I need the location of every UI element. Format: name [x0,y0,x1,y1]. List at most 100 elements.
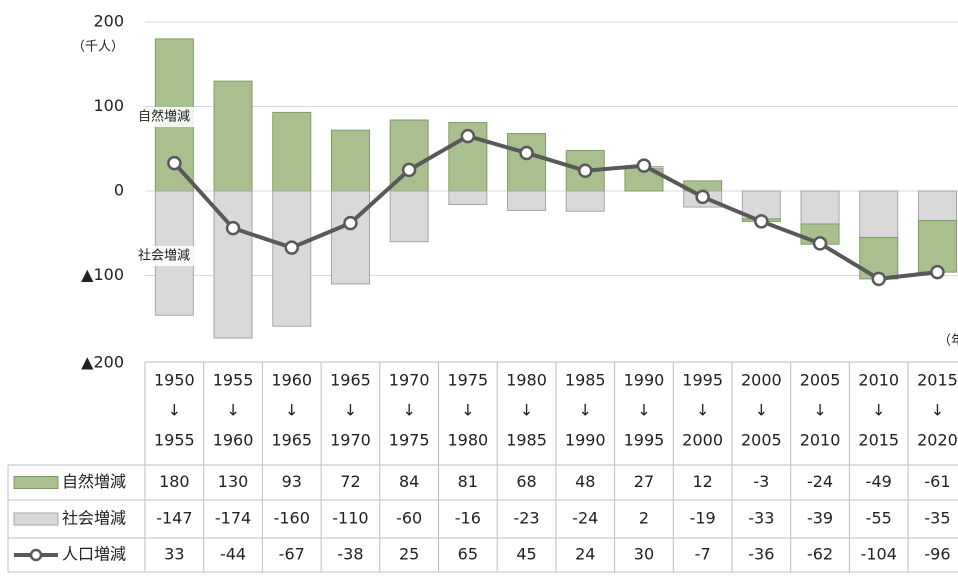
table-cell: 27 [634,472,654,491]
x-tick-label: ↓ [402,401,415,420]
line-point [695,189,710,205]
x-tick-label: ↓ [931,401,944,420]
table-cell: -174 [215,509,251,528]
legend-label: 自然増減 [62,472,126,491]
x-tick-label: 2010 [800,431,841,450]
line-point [519,145,534,161]
x-tick-label: 1990 [624,371,665,390]
x-unit-label: （年） [938,334,958,349]
line-point [225,220,241,236]
table-cell: 12 [692,472,712,491]
x-tick-label: 2020 [917,431,958,450]
legend-label: 人口増減 [62,545,126,564]
bar [917,190,957,222]
x-tick-label: ↓ [696,401,709,420]
y-tick-label: ▲100 [81,265,124,284]
x-tick-label: 2000 [741,371,782,390]
annotation: 自然増減 [138,109,190,125]
x-tick-label: ↓ [344,401,357,420]
line-point [636,158,652,173]
bar [507,190,547,211]
x-tick-label: 2010 [858,371,899,390]
x-tick-label: ↓ [755,401,768,420]
table-cell: 84 [399,472,419,491]
table-cell: 24 [575,545,595,564]
x-tick-label: ↓ [226,401,239,420]
table-cell: -110 [332,509,368,528]
x-tick-label: ↓ [813,401,826,420]
line-point [871,271,886,287]
x-tick-label: 1965 [271,431,312,450]
annotation-bg [136,246,210,266]
x-tick-label: 1980 [506,371,547,390]
table-cell: -55 [866,509,892,528]
x-tick-label: 2015 [858,431,899,450]
x-tick-label: 1970 [330,431,371,450]
x-tick-label: ↓ [520,401,533,420]
bar [859,190,899,238]
y-tick-label: 0 [114,181,124,200]
table-cell: 130 [218,472,249,491]
table-cell: -61 [924,472,950,491]
table-cell: 48 [575,472,595,491]
line-point [460,128,476,144]
x-tick-label: 1985 [565,371,606,390]
table-cell: -96 [924,545,950,564]
line-point [343,215,358,231]
y-tick-label: ▲200 [81,353,124,372]
x-tick-label: 1960 [213,431,254,450]
x-tick-label: 1975 [447,371,488,390]
line-point [754,214,769,229]
bar [213,80,253,192]
annotation-bg [136,107,210,127]
table-cell: -38 [337,545,363,564]
y-tick-label: 200 [93,12,124,31]
table-cell: 30 [634,545,654,564]
table-cell: -3 [753,472,769,491]
table-cell: -147 [156,509,192,528]
x-tick-label: 1950 [154,371,195,390]
x-tick-label: 1980 [447,431,488,450]
bar [330,190,370,285]
bar [917,220,957,273]
x-tick-label: 1985 [506,431,547,450]
line-point [284,240,299,255]
x-tick-label: 1990 [565,431,606,450]
x-tick-label: 2015 [917,371,958,390]
table-cell: 72 [340,472,360,491]
x-tick-label: ↓ [285,401,298,420]
unit-label: （千人） [72,40,124,55]
x-tick-label: 1975 [389,431,430,450]
annotation: 社会増減 [138,248,190,264]
table-cell: -7 [695,545,711,564]
table-cell: 81 [458,472,478,491]
x-tick-label: 1965 [330,371,371,390]
bar [800,190,840,225]
table-cell: -23 [513,509,539,528]
bar [272,190,312,327]
table-cell: -160 [274,509,310,528]
x-tick-label: 1995 [624,431,665,450]
table-cell: 180 [159,472,190,491]
x-tick-label: 1995 [682,371,723,390]
table-cell: -16 [455,509,481,528]
table-cell: 25 [399,545,419,564]
table-cell: -33 [748,509,774,528]
table-cell: -24 [807,472,833,491]
table-cell: -67 [279,545,305,564]
line-point [812,236,828,251]
bar [507,133,547,192]
table-cell: 33 [164,545,184,564]
table-cell: -104 [861,545,897,564]
line-point [167,155,182,171]
table-cell: 2 [639,509,649,528]
y-tick-label: 100 [93,96,124,115]
table-cell: 68 [516,472,536,491]
line-point [578,163,593,178]
table-cell: -19 [690,509,716,528]
bar [389,190,429,243]
x-tick-label: ↓ [637,401,650,420]
x-tick-label: 2005 [741,431,782,450]
table-cell: 65 [458,545,478,564]
